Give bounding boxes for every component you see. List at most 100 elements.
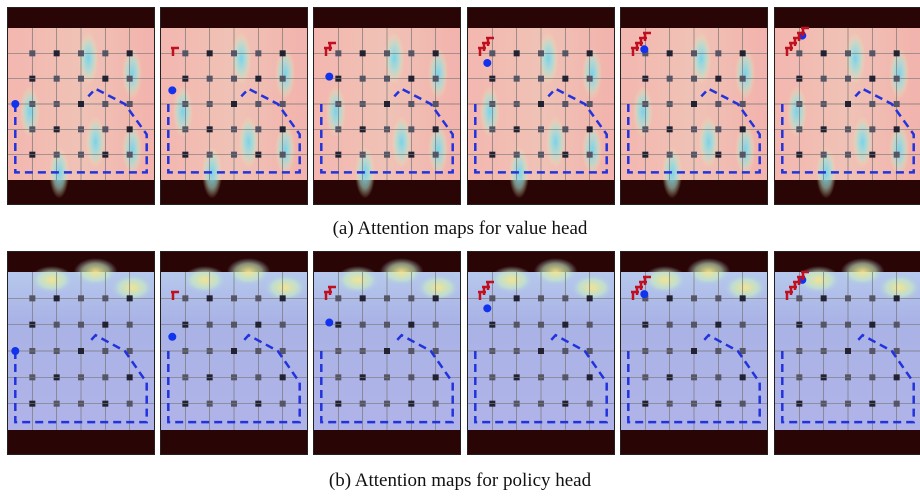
cell-marker xyxy=(280,76,286,82)
cell-marker xyxy=(821,50,827,56)
cell-marker xyxy=(127,76,133,82)
cell-marker xyxy=(821,76,827,82)
cell-marker xyxy=(894,126,900,132)
cell-marker xyxy=(78,76,84,82)
cell-marker xyxy=(127,374,133,380)
bottom-band xyxy=(161,430,307,454)
cell-marker xyxy=(280,101,286,107)
cell-marker xyxy=(360,76,366,82)
bottom-band xyxy=(621,430,767,454)
cell-marker xyxy=(433,50,439,56)
cell-marker xyxy=(102,101,108,107)
cell-marker xyxy=(29,295,35,301)
cell-marker xyxy=(207,295,213,301)
cell-marker xyxy=(562,50,568,56)
bottom-band xyxy=(468,180,614,204)
agent xyxy=(325,73,333,81)
cell-marker xyxy=(280,295,286,301)
cell-marker xyxy=(255,348,261,354)
cell-marker xyxy=(587,50,593,56)
cell-marker xyxy=(102,126,108,132)
cell-marker xyxy=(360,50,366,56)
cell-marker xyxy=(78,101,84,107)
cell-marker xyxy=(740,374,746,380)
cell-marker xyxy=(54,322,60,328)
bottom-band xyxy=(468,430,614,454)
cell-marker xyxy=(231,295,237,301)
cell-marker xyxy=(514,322,520,328)
bottom-band xyxy=(8,180,154,204)
heat-blob xyxy=(699,116,719,168)
cell-marker xyxy=(231,322,237,328)
cell-marker xyxy=(255,101,261,107)
agent xyxy=(483,59,491,67)
cell-marker xyxy=(667,295,673,301)
heat-blob xyxy=(534,258,578,286)
cell-marker xyxy=(335,295,341,301)
cell-marker xyxy=(869,374,875,380)
cell-marker xyxy=(894,152,900,158)
panel xyxy=(620,7,768,205)
cell-marker xyxy=(102,50,108,56)
top-band xyxy=(314,8,460,28)
cell-marker xyxy=(433,374,439,380)
cell-marker xyxy=(489,50,495,56)
cell-marker xyxy=(562,374,568,380)
cell-marker xyxy=(514,76,520,82)
cell-marker xyxy=(845,322,851,328)
heat-blob xyxy=(490,266,534,294)
cell-marker xyxy=(691,76,697,82)
cell-marker xyxy=(231,348,237,354)
panel xyxy=(467,251,615,455)
bottom-band xyxy=(314,430,460,454)
cell-marker xyxy=(715,101,721,107)
cell-marker xyxy=(715,374,721,380)
cell-marker xyxy=(845,348,851,354)
cell-marker xyxy=(538,322,544,328)
cell-marker xyxy=(514,50,520,56)
cell-marker xyxy=(691,348,697,354)
cell-marker xyxy=(384,50,390,56)
cell-marker xyxy=(54,76,60,82)
cell-marker xyxy=(715,126,721,132)
cell-marker xyxy=(231,101,237,107)
cell-marker xyxy=(280,322,286,328)
cell-marker xyxy=(231,76,237,82)
agent xyxy=(168,333,176,341)
heat-blob xyxy=(853,116,873,168)
cell-marker xyxy=(29,50,35,56)
cell-marker xyxy=(894,76,900,82)
cell-marker xyxy=(255,295,261,301)
cell-marker xyxy=(127,401,133,407)
agent xyxy=(483,304,491,312)
cell-marker xyxy=(408,322,414,328)
cell-marker xyxy=(667,322,673,328)
cell-marker xyxy=(489,295,495,301)
cell-marker xyxy=(845,295,851,301)
cell-marker xyxy=(587,152,593,158)
cell-marker xyxy=(740,126,746,132)
panel xyxy=(7,7,155,205)
cell-marker xyxy=(433,152,439,158)
cell-marker xyxy=(78,322,84,328)
top-band xyxy=(468,8,614,28)
cell-marker xyxy=(740,322,746,328)
cell-marker xyxy=(715,76,721,82)
heat-blob xyxy=(227,258,271,286)
cell-marker xyxy=(127,295,133,301)
cell-marker xyxy=(102,322,108,328)
cell-marker xyxy=(691,101,697,107)
cell-marker xyxy=(102,76,108,82)
cell-marker xyxy=(335,50,341,56)
cell-marker xyxy=(433,76,439,82)
heat-blob xyxy=(183,266,227,294)
cell-marker xyxy=(691,295,697,301)
agent xyxy=(11,347,19,355)
cell-marker xyxy=(182,50,188,56)
cell-marker xyxy=(384,295,390,301)
cell-marker xyxy=(255,76,261,82)
cell-marker xyxy=(869,348,875,354)
cell-marker xyxy=(514,295,520,301)
cell-marker xyxy=(845,101,851,107)
cell-marker xyxy=(102,295,108,301)
